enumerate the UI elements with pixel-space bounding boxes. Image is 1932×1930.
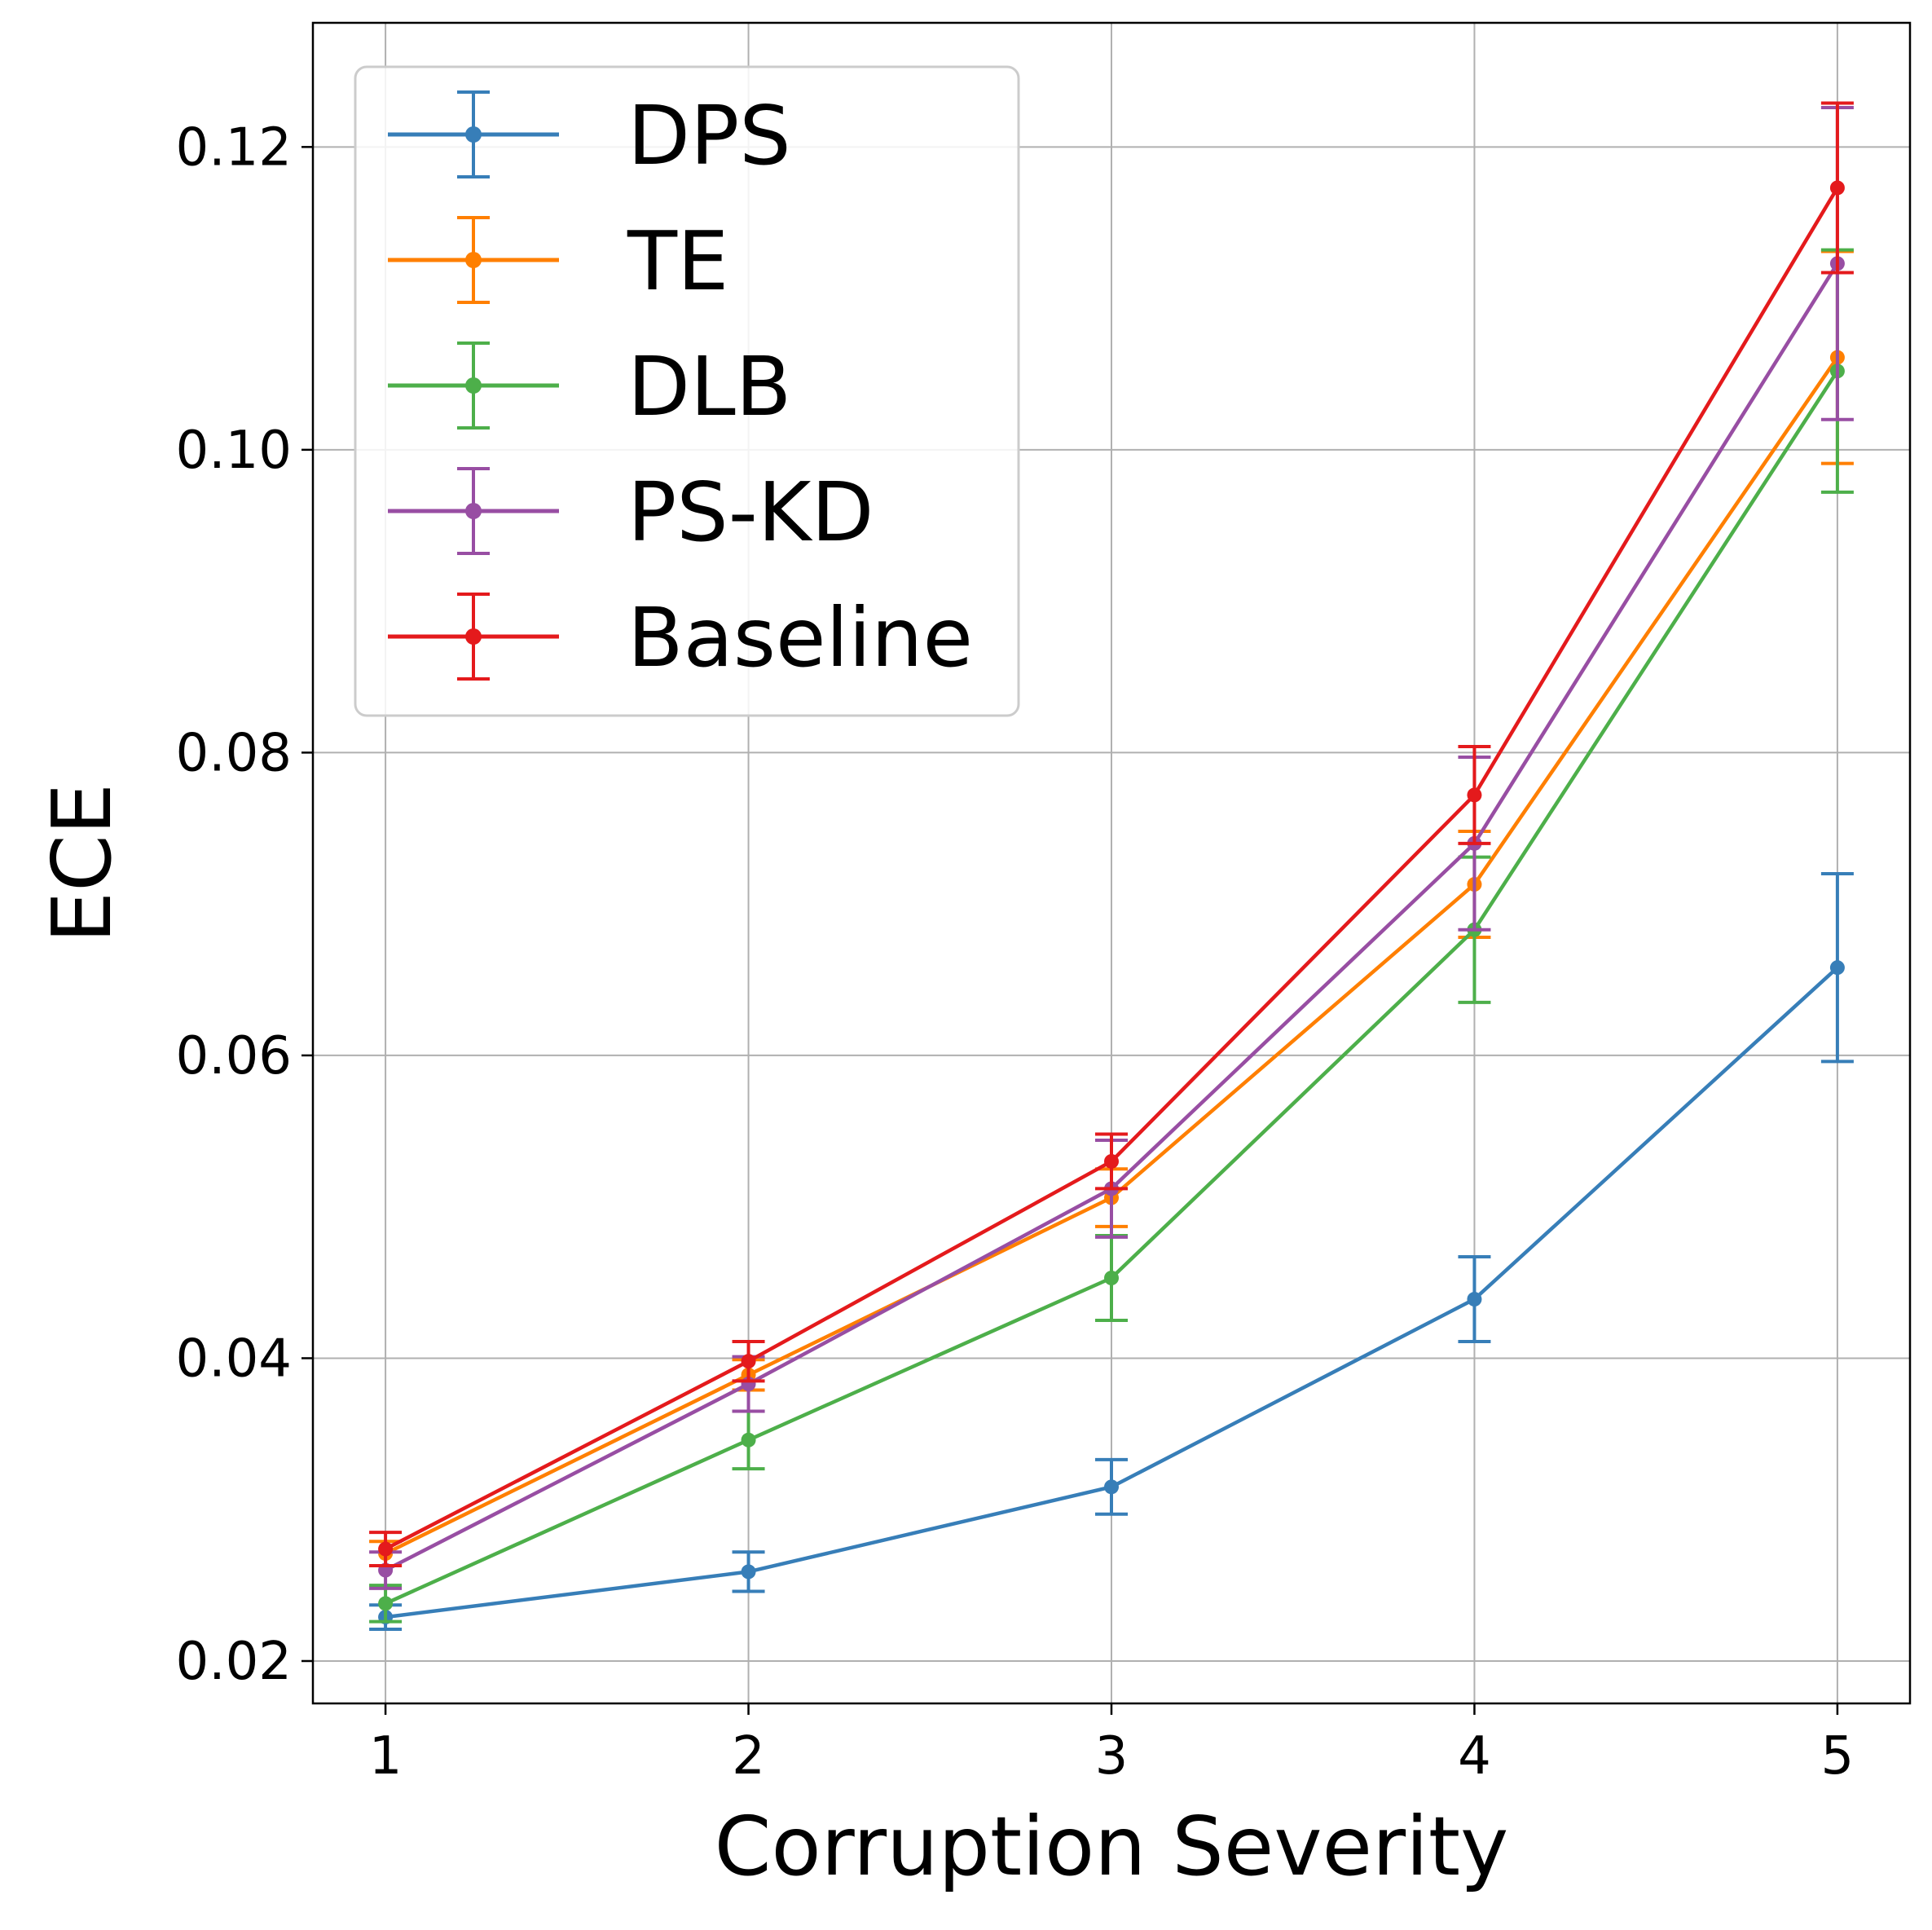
y-axis-title: ECE bbox=[34, 783, 130, 943]
data-point bbox=[1829, 960, 1845, 976]
legend-label: TE bbox=[627, 214, 728, 309]
axis-ticks: 1 2 3 4 5 0.02 0.04 0.06 0.08 0.10 0.12 bbox=[176, 117, 1855, 1787]
legend-label: DLB bbox=[627, 339, 791, 434]
y-tick-label: 0.10 bbox=[176, 421, 293, 481]
data-point bbox=[741, 1432, 756, 1448]
data-point bbox=[1104, 1270, 1119, 1285]
data-point bbox=[1467, 1292, 1482, 1307]
data-point bbox=[1104, 1153, 1119, 1169]
legend-label: Baseline bbox=[627, 590, 973, 685]
y-tick-label: 0.02 bbox=[176, 1632, 293, 1692]
y-tick-label: 0.12 bbox=[176, 117, 293, 178]
x-tick-label: 4 bbox=[1458, 1726, 1491, 1787]
legend: DPS TE DLB PS-KD Baseline bbox=[354, 65, 1020, 717]
legend-box bbox=[354, 65, 1020, 717]
x-axis-title: Corruption Severity bbox=[715, 1799, 1509, 1894]
data-point bbox=[741, 1564, 756, 1580]
legend-entry: TE bbox=[388, 214, 728, 309]
legend-label: DPS bbox=[627, 88, 791, 183]
data-point bbox=[1467, 787, 1482, 803]
data-point bbox=[378, 1541, 394, 1557]
x-tick-label: 2 bbox=[732, 1726, 765, 1787]
legend-marker bbox=[465, 377, 482, 394]
legend-marker bbox=[465, 503, 482, 519]
legend-marker bbox=[465, 126, 482, 143]
series-baseline bbox=[369, 101, 1854, 1567]
y-tick-label: 0.08 bbox=[176, 723, 293, 783]
x-tick-label: 5 bbox=[1821, 1726, 1855, 1787]
x-tick-label: 1 bbox=[369, 1726, 403, 1787]
legend-entry: PS-KD bbox=[388, 465, 874, 560]
legend-entry: DLB bbox=[388, 339, 791, 434]
y-tick-label: 0.04 bbox=[176, 1329, 293, 1389]
x-tick-label: 3 bbox=[1095, 1726, 1129, 1787]
y-tick-label: 0.06 bbox=[176, 1026, 293, 1086]
legend-marker bbox=[465, 628, 482, 645]
legend-label: PS-KD bbox=[627, 465, 874, 560]
legend-entry: Baseline bbox=[388, 590, 973, 685]
data-point bbox=[1829, 180, 1845, 196]
plot-series bbox=[369, 101, 1854, 1631]
data-point bbox=[741, 1354, 756, 1369]
legend-marker bbox=[465, 252, 482, 268]
data-point bbox=[1104, 1479, 1119, 1495]
data-point bbox=[378, 1596, 394, 1611]
legend-entry: DPS bbox=[388, 88, 791, 183]
